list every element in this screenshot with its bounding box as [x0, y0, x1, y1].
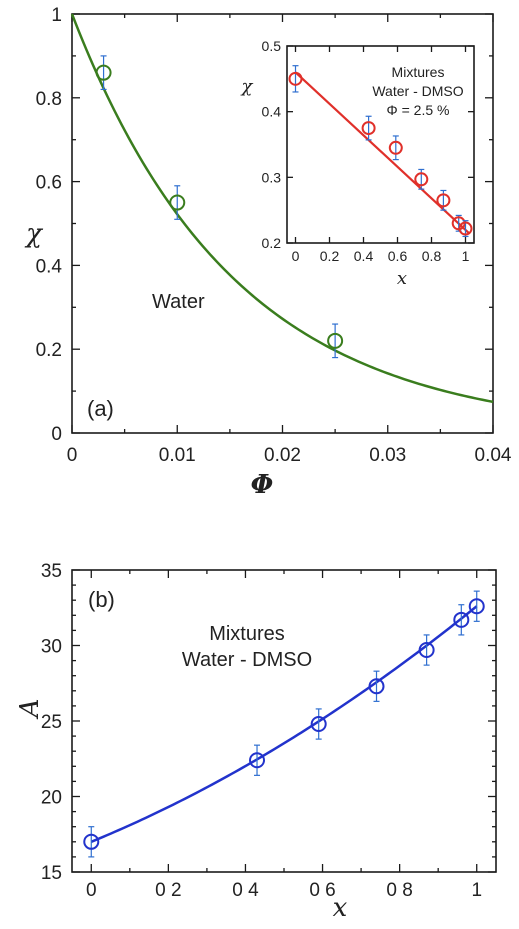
y-tick-label: 0: [51, 424, 62, 445]
y-axis-label: χ: [24, 219, 44, 249]
x-tick-label: 0 4: [232, 880, 259, 901]
y-tick-label: 15: [41, 863, 62, 884]
inset-data-point: [458, 221, 473, 236]
inset-y-tick-label: 0.3: [262, 169, 282, 185]
inset-data-point: [436, 193, 451, 208]
data-point: [453, 611, 470, 628]
y-tick-label: 0.8: [36, 89, 62, 110]
panel-b-chart: 00 20 40 60 811520253035xWA2(b)MixturesW…: [15, 561, 497, 923]
inset-annotation-line: Mixtures: [392, 64, 445, 80]
panel-label: (a): [87, 396, 114, 421]
inset-x-tick-label: 1: [462, 248, 470, 264]
inset-data-point: [388, 140, 403, 155]
plot-frame-b: [71, 569, 497, 873]
data-point: [327, 332, 344, 349]
panel-label: (b): [88, 587, 115, 612]
y-tick-label: 30: [41, 637, 62, 658]
x-tick-label: 0.01: [159, 445, 196, 466]
y-tick-label: 20: [41, 788, 62, 809]
inset-data-point: [288, 71, 303, 86]
inset-data-point: [414, 172, 429, 187]
data-point: [169, 194, 186, 211]
y-tick-label: 1: [51, 5, 62, 26]
panel-a-chart: 0 0.01 0.02 0.03 0.04 0 0.2 0.4 0.6 0.8 1 Φχ Water (a…: [24, 5, 512, 500]
panel-a-inset-chart: 00.20.40.60.810.20.30.40.5xWχMixturesWat…: [240, 38, 475, 289]
inset-y-tick-label: 0.4: [262, 104, 282, 120]
inset-x-tick-label: 0.8: [422, 248, 442, 264]
x-tick-label: 1: [471, 880, 482, 901]
data-point: [95, 64, 112, 81]
data-point: [310, 716, 327, 733]
inset-x-tick-label: 0: [292, 248, 300, 264]
data-point: [83, 833, 100, 850]
x-tick-label: 0 8: [386, 880, 412, 901]
x-tick-label: 0 2: [155, 880, 181, 901]
inset-x-axis-label: x: [397, 268, 407, 289]
inset-x-tick-label: 0.6: [388, 248, 408, 264]
x-tick-label: 0.03: [369, 445, 406, 466]
annotation-line: Mixtures: [209, 623, 285, 645]
annotation-water: Water: [152, 291, 205, 313]
y-tick-label: 0.4: [36, 256, 63, 277]
fit-curve: [90, 605, 478, 843]
data-point: [418, 642, 435, 659]
x-tick-label: 0 6: [309, 880, 335, 901]
x-tick-label: 0.02: [264, 445, 301, 466]
y-tick-label: 25: [41, 712, 62, 733]
inset-x-tick-label: 0.4: [354, 248, 374, 264]
annotation-line: Water - DMSO: [182, 649, 312, 671]
y-tick-label: 35: [41, 561, 62, 582]
x-axis-label: Φ: [251, 470, 274, 500]
y-tick-label: 0.6: [36, 173, 62, 194]
data-point: [368, 678, 385, 695]
x-axis-label: x: [333, 893, 348, 923]
inset-annotation-line: Φ = 2.5 %: [387, 102, 450, 118]
x-tick-label: 0.04: [475, 445, 512, 466]
data-point: [468, 598, 485, 615]
y-tick-label: 0.2: [36, 340, 62, 361]
inset-annotation-line: Water - DMSO: [372, 83, 463, 99]
inset-y-tick-label: 0.2: [262, 235, 282, 251]
inset-data-point: [361, 121, 376, 136]
x-tick-label: 0: [67, 445, 78, 466]
inset-y-tick-label: 0.5: [262, 38, 282, 54]
x-tick-label: 0: [86, 880, 97, 901]
inset-x-tick-label: 0.2: [320, 248, 340, 264]
fit-curve: [70, 13, 494, 404]
y-axis-label: A: [15, 699, 45, 720]
inset-frame: [286, 45, 475, 244]
inset-y-axis-label: χ: [240, 76, 254, 97]
data-point: [249, 752, 266, 769]
